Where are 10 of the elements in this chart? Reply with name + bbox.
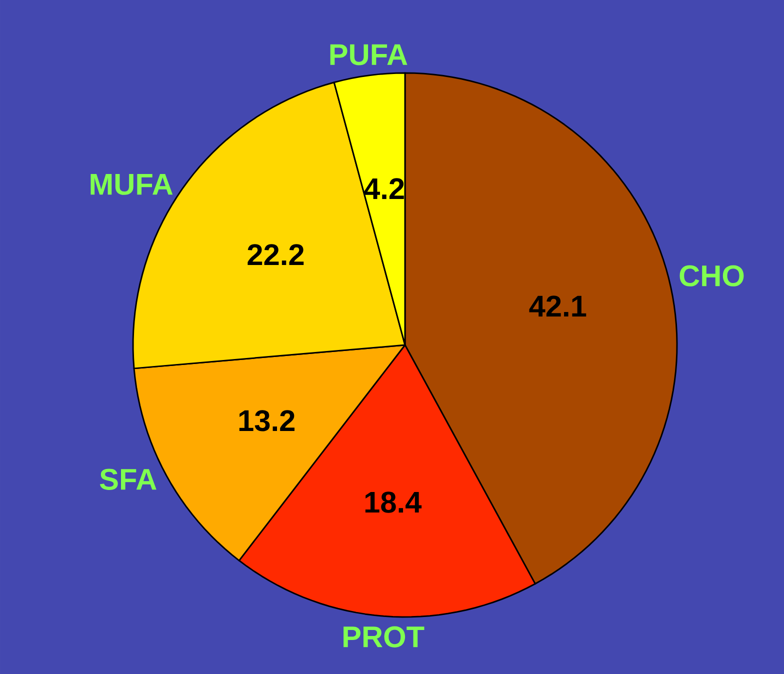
data-label: 13.2 [239, 410, 294, 432]
data-label: 42.1 [529, 296, 586, 316]
data-label: 22.2 [248, 244, 304, 265]
data-label: 18.4 [365, 492, 422, 513]
slice-label: MUFA [90, 174, 173, 195]
slice-label: SFA [100, 468, 156, 490]
slice-label: PUFA [330, 44, 408, 66]
slice-label: PROT [344, 626, 424, 648]
slice-label: CHO [680, 265, 744, 286]
data-label: 4.2 [364, 178, 404, 200]
